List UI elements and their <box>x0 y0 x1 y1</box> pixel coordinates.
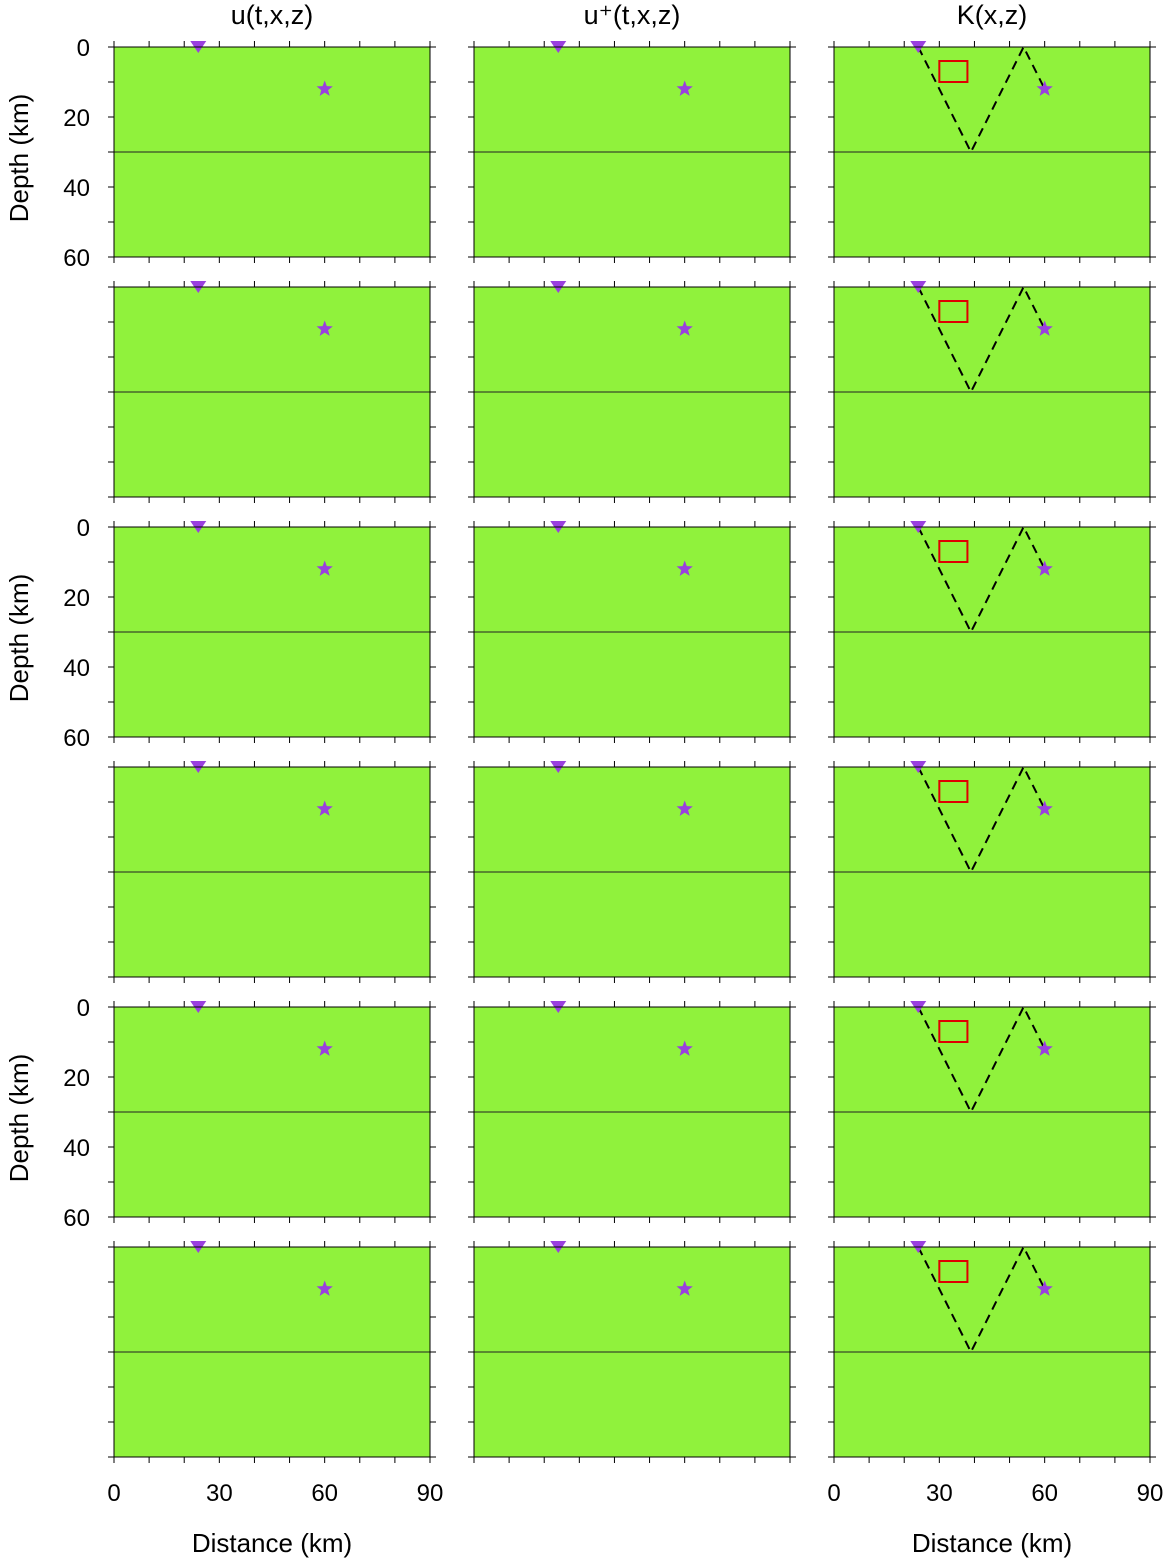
panel-r3-c3 <box>828 521 1156 743</box>
source-star-icon <box>316 320 333 336</box>
x-tick-label: 30 <box>206 1480 233 1507</box>
x-tick-label: 90 <box>1137 1480 1164 1507</box>
source-star-icon <box>316 560 333 576</box>
y-tick-label: 0 <box>77 995 90 1022</box>
panel-r6-c3 <box>828 1241 1156 1463</box>
y-tick-label: 40 <box>63 655 90 682</box>
target-box <box>938 1020 969 1043</box>
source-star-icon <box>1036 1280 1053 1296</box>
source-star-icon <box>316 1280 333 1296</box>
source-star-icon <box>316 1040 333 1056</box>
target-box <box>938 540 969 563</box>
panel-r2-c1 <box>108 281 436 503</box>
panel-r3-c1 <box>108 521 436 743</box>
x-axis-label: Distance (km) <box>192 1528 352 1558</box>
y-tick-label: 0 <box>77 35 90 62</box>
panel-r5-c1 <box>108 1001 436 1223</box>
source-star-icon <box>676 800 693 816</box>
panel-r4-c1 <box>108 761 436 983</box>
column-title: u⁺(t,x,z) <box>584 0 681 30</box>
y-axis-label: Depth (km) <box>4 1054 34 1183</box>
panel-r3-c2 <box>468 521 796 743</box>
ray-path <box>917 764 1046 875</box>
target-box <box>938 300 969 323</box>
x-tick-label: 30 <box>926 1480 953 1507</box>
source-star-icon <box>1036 560 1053 576</box>
target-box <box>938 60 969 83</box>
source-star-icon <box>316 800 333 816</box>
source-star-icon <box>1036 320 1053 336</box>
ray-path <box>917 524 1046 635</box>
y-tick-label: 20 <box>63 105 90 132</box>
y-axis-label: Depth (km) <box>4 94 34 223</box>
y-tick-label: 0 <box>77 515 90 542</box>
panel-r1-c2 <box>468 41 796 263</box>
target-box <box>938 1260 969 1283</box>
ray-path <box>917 44 1046 155</box>
ray-path <box>917 284 1046 395</box>
ray-path <box>917 1004 1046 1115</box>
y-tick-label: 20 <box>63 585 90 612</box>
source-star-icon <box>676 560 693 576</box>
source-star-icon <box>1036 80 1053 96</box>
y-tick-label: 60 <box>63 725 90 752</box>
panel-r5-c3 <box>828 1001 1156 1223</box>
x-tick-label: 0 <box>827 1480 840 1507</box>
panel-r2-c3 <box>828 281 1156 503</box>
source-star-icon <box>676 320 693 336</box>
panel-r5-c2 <box>468 1001 796 1223</box>
column-title: K(x,z) <box>957 0 1028 30</box>
panel-r1-c3 <box>828 41 1156 263</box>
x-axis-label: Distance (km) <box>912 1528 1072 1558</box>
column-title: u(t,x,z) <box>231 0 314 30</box>
panel-r1-c1 <box>108 41 436 263</box>
x-tick-label: 0 <box>107 1480 120 1507</box>
panel-r2-c2 <box>468 281 796 503</box>
y-tick-label: 40 <box>63 175 90 202</box>
panel-r6-c1 <box>108 1241 436 1463</box>
source-star-icon <box>1036 800 1053 816</box>
target-box <box>938 780 969 803</box>
panel-r4-c2 <box>468 761 796 983</box>
panel-r4-c3 <box>828 761 1156 983</box>
source-star-icon <box>316 80 333 96</box>
source-star-icon <box>1036 1040 1053 1056</box>
x-tick-label: 60 <box>311 1480 338 1507</box>
y-tick-label: 60 <box>63 1205 90 1232</box>
y-axis-label: Depth (km) <box>4 574 34 703</box>
y-tick-label: 40 <box>63 1135 90 1162</box>
x-tick-label: 60 <box>1031 1480 1058 1507</box>
y-tick-label: 60 <box>63 245 90 272</box>
source-star-icon <box>676 1280 693 1296</box>
source-star-icon <box>676 80 693 96</box>
panel-r6-c2 <box>468 1241 796 1463</box>
x-tick-label: 90 <box>417 1480 444 1507</box>
y-tick-label: 20 <box>63 1065 90 1092</box>
ray-path <box>917 1244 1046 1355</box>
source-star-icon <box>676 1040 693 1056</box>
